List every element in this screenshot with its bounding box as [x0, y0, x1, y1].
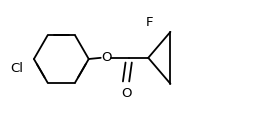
Text: O: O	[101, 51, 112, 64]
Text: Cl: Cl	[10, 62, 23, 75]
Text: F: F	[146, 16, 153, 29]
Text: O: O	[121, 87, 131, 100]
